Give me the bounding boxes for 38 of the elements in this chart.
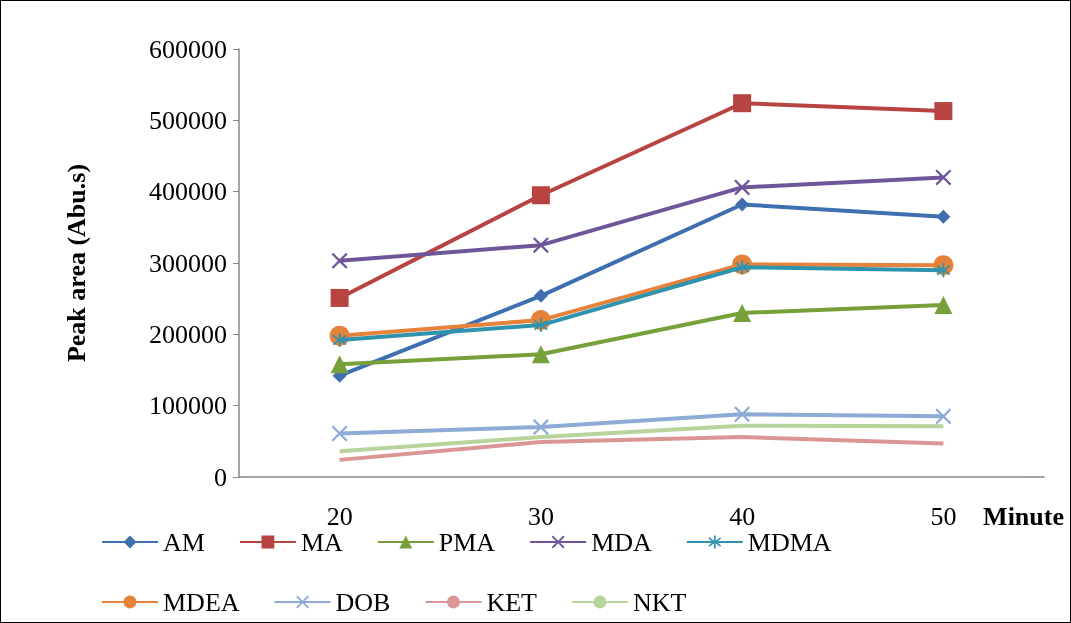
point bbox=[733, 303, 752, 322]
point bbox=[532, 419, 549, 436]
point bbox=[531, 345, 550, 364]
x-axis-title: Minute bbox=[983, 501, 1064, 531]
x-tick-label: 50 bbox=[930, 501, 957, 531]
point bbox=[934, 102, 953, 121]
point bbox=[533, 288, 548, 303]
y-tick-label: 0 bbox=[214, 462, 227, 492]
point bbox=[331, 252, 348, 269]
y-tick-label: 400000 bbox=[149, 177, 227, 207]
y-tick-label: 600000 bbox=[149, 34, 227, 64]
point bbox=[531, 186, 550, 205]
point bbox=[734, 406, 751, 423]
legend-label: MDEA bbox=[163, 587, 240, 617]
point bbox=[733, 94, 752, 113]
y-tick-label: 300000 bbox=[149, 248, 227, 278]
point bbox=[734, 179, 751, 196]
legend-label: KET bbox=[486, 587, 538, 617]
x-tick-label: 30 bbox=[527, 501, 554, 531]
y-tick-label: 200000 bbox=[149, 319, 227, 349]
y-axis-title: Peak area (Abu.s) bbox=[61, 163, 91, 363]
y-tick-label: 100000 bbox=[149, 391, 227, 421]
y-tick-label: 500000 bbox=[149, 105, 227, 135]
legend-label: PMA bbox=[438, 527, 496, 557]
point bbox=[330, 288, 349, 307]
point bbox=[532, 237, 549, 254]
point bbox=[934, 296, 953, 315]
legend-label: DOB bbox=[335, 587, 391, 617]
point bbox=[935, 169, 952, 186]
point bbox=[735, 197, 750, 212]
point bbox=[935, 408, 952, 425]
legend-label: MDA bbox=[591, 527, 653, 557]
line-series bbox=[337, 435, 946, 462]
point bbox=[936, 209, 951, 224]
point bbox=[330, 355, 349, 374]
legend-label: AM bbox=[163, 527, 205, 557]
point bbox=[331, 425, 348, 442]
legend-label: NKT bbox=[632, 587, 687, 617]
